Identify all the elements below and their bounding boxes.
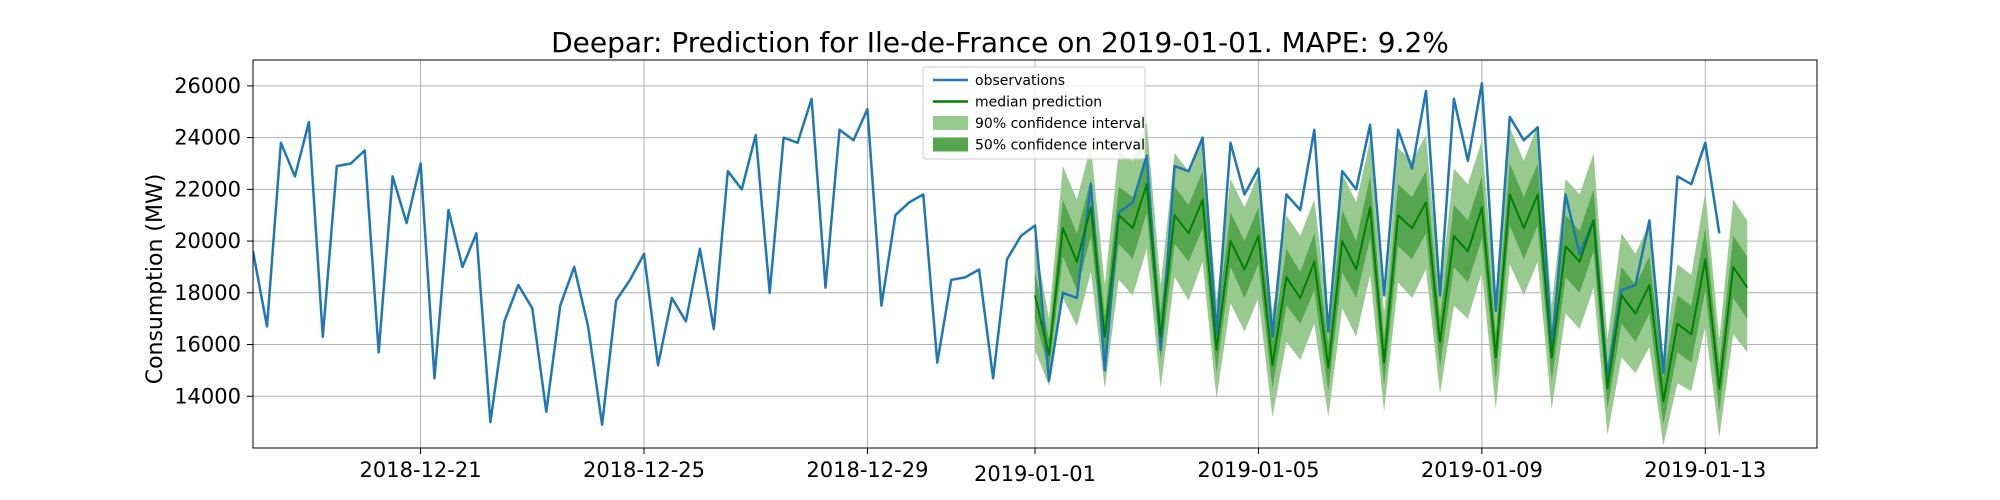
y-axis: 14000 16000 18000 20000 22000 24000 26000 [174, 74, 253, 408]
y-tick-label: 24000 [174, 126, 241, 150]
x-tick-label: 2019-01-01 [974, 462, 1096, 486]
legend-label: 90% confidence interval [975, 116, 1145, 132]
legend-label: 50% confidence interval [975, 138, 1145, 154]
x-tick-label: 2018-12-29 [806, 458, 928, 482]
series-group [253, 82, 1749, 446]
chart-title: Deepar: Prediction for Ile-de-France on … [551, 26, 1449, 59]
legend-box [922, 66, 1146, 160]
legend-label: median prediction [975, 95, 1102, 111]
observations-line [253, 82, 1721, 426]
x-tick-label: 2018-12-21 [360, 458, 482, 482]
legend-label: observations [975, 73, 1065, 89]
legend-swatch-band [933, 116, 968, 130]
y-tick-label: 16000 [174, 333, 241, 357]
x-axis: 2018-12-21 2018-12-25 2018-12-29 2019-01-01… [360, 448, 1766, 486]
legend: observations median prediction 90% confide… [922, 66, 1146, 160]
y-tick-label: 20000 [174, 229, 241, 253]
median-prediction-line [1034, 183, 1749, 403]
y-tick-label: 22000 [174, 177, 241, 201]
x-tick-label: 2019-01-05 [1197, 458, 1319, 482]
x-tick-label: 2019-01-09 [1421, 458, 1543, 482]
y-tick-label: 18000 [174, 281, 241, 305]
legend-swatch-band [933, 137, 968, 152]
y-tick-label: 26000 [174, 74, 241, 98]
y-axis-label: Consumption (MW) [143, 174, 168, 385]
plot-area [253, 82, 1749, 446]
y-tick-label: 14000 [174, 384, 241, 408]
x-tick-label: 2018-12-25 [583, 458, 705, 482]
x-tick-label: 2019-01-13 [1644, 458, 1766, 482]
